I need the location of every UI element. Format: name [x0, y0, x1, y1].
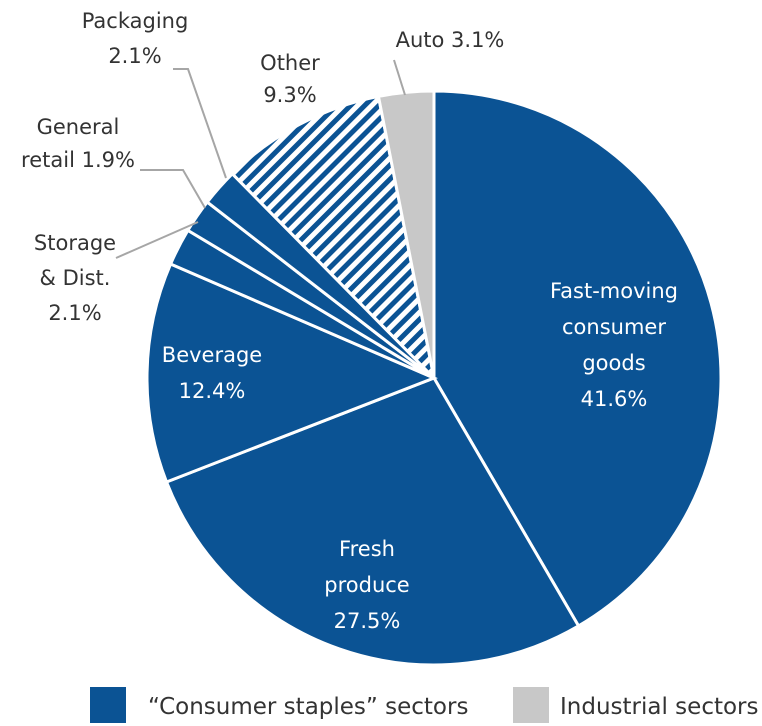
legend-swatch-industrial: [513, 687, 549, 723]
legend: “Consumer staples” sectors Industrial sec…: [90, 687, 759, 723]
slice-label-line: retail 1.9%: [21, 148, 135, 172]
slices-layer: [145, 89, 723, 667]
pie-slice-beverage: [145, 262, 438, 484]
slice-label-fresh-produce: Fresh produce 27.5%: [324, 537, 409, 633]
slice-label-line: & Dist.: [40, 266, 111, 290]
slice-label-line: consumer: [562, 315, 666, 339]
slice-label-beverage: Beverage 12.4%: [162, 343, 262, 403]
slice-label-line: General: [37, 115, 120, 139]
legend-swatch-consumer: [90, 687, 126, 723]
slice-label-line: Beverage: [162, 343, 262, 367]
slice-label-line: 2.1%: [48, 301, 101, 325]
slice-label-line: goods: [582, 351, 645, 375]
slice-label-line: 27.5%: [334, 609, 401, 633]
legend-label-consumer: “Consumer staples” sectors: [148, 694, 468, 720]
legend-label-industrial: Industrial sectors: [560, 694, 759, 720]
slice-label-auto-3-1: Auto 3.1%: [396, 28, 505, 52]
leader-line-packaging: [173, 68, 227, 179]
leader-line-general-retail-1-9: [140, 169, 206, 209]
pie-slice-fast-moving-consumer-goods: [432, 89, 723, 629]
slice-label-general-retail-1-9: General retail 1.9%: [21, 115, 135, 172]
slice-label-line: Auto 3.1%: [396, 28, 505, 52]
slice-label-line: Packaging: [82, 9, 189, 33]
slice-labels-layer: Fast-moving consumer goods 41.6% Fresh produc…: [21, 9, 678, 633]
pie-slice-other: [230, 94, 437, 383]
slice-label-line: 9.3%: [263, 83, 316, 107]
slice-label-line: 2.1%: [108, 44, 161, 68]
slice-label-storage-dist: Storage & Dist. 2.1%: [34, 231, 116, 325]
slice-label-fast-moving-consumer-goods: Fast-moving consumer goods 41.6%: [550, 279, 678, 411]
slice-label-packaging: Packaging 2.1%: [82, 9, 189, 68]
leader-lines-layer: [115, 59, 406, 259]
slice-label-line: 41.6%: [581, 387, 648, 411]
slice-label-line: Storage: [34, 231, 116, 255]
slice-label-line: 12.4%: [179, 379, 246, 403]
slice-label-line: produce: [324, 573, 409, 597]
pie-slice-auto-3-1: [376, 89, 436, 379]
slice-label-line: Other: [260, 51, 320, 75]
leader-line-auto-3-1: [393, 59, 406, 96]
slice-label-other: Other 9.3%: [260, 51, 320, 107]
leader-line-storage-dist: [115, 221, 199, 259]
slice-label-line: Fresh: [339, 537, 395, 561]
slice-label-line: Fast-moving: [550, 279, 678, 303]
pie-slice-fresh-produce: [164, 376, 581, 667]
